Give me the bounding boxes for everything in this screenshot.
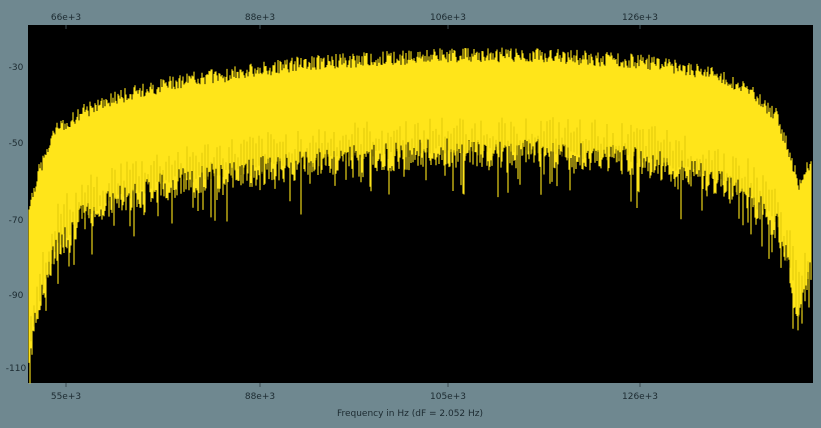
x-tick-label-top: 88e+3 — [245, 13, 275, 23]
y-tick-label: -70 — [9, 216, 24, 226]
y-tick-label: -110 — [6, 364, 27, 374]
y-tick-label: -50 — [9, 139, 24, 149]
y-tick-label: -30 — [9, 63, 24, 73]
x-tick-label-bottom: 126e+3 — [622, 392, 658, 402]
x-tick-label-top: 106e+3 — [430, 13, 466, 23]
spectrum-trace — [28, 47, 812, 384]
x-tick-label-bottom: 88e+3 — [245, 392, 275, 402]
tick-layer: 66e+3 88e+3 106e+3 126e+3 55e+3 88e+3 105e+3 12… — [6, 13, 658, 402]
x-tick-label-bottom: 55e+3 — [51, 392, 81, 402]
x-tick-label-top: 126e+3 — [622, 13, 658, 23]
x-tick-label-top: 66e+3 — [51, 13, 81, 23]
spectrum-trace-shading — [30, 117, 809, 342]
x-axis-label: Frequency in Hz (dF = 2.052 Hz) — [337, 409, 483, 419]
y-tick-label: -90 — [9, 291, 24, 301]
trace-layer — [28, 47, 812, 384]
x-tick-label-bottom: 105e+3 — [430, 392, 466, 402]
